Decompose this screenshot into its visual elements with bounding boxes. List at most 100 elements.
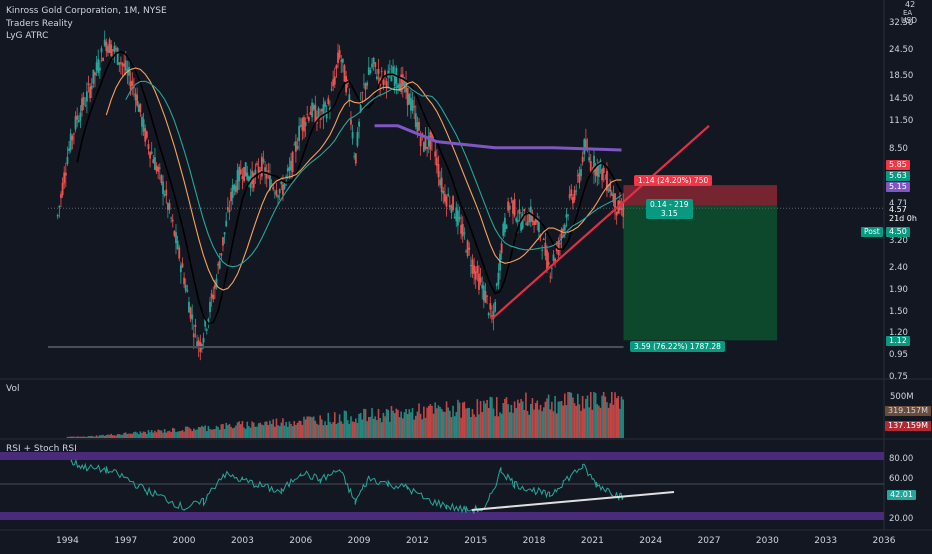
- candle-body: [593, 155, 595, 173]
- volume-bar: [105, 434, 108, 438]
- rsi-tick-label: 20.00: [889, 514, 914, 524]
- price-badge: 4.50: [886, 227, 910, 237]
- currency-label[interactable]: USD: [901, 16, 918, 25]
- volume-bar: [158, 430, 161, 438]
- volume-bar: [426, 407, 428, 438]
- candle-body: [275, 190, 278, 196]
- indicator-traders-reality[interactable]: Traders Reality: [6, 18, 73, 29]
- candle-body: [84, 105, 87, 106]
- candle-body: [406, 88, 409, 106]
- volume-bar: [84, 436, 87, 438]
- candle-body: [570, 189, 573, 196]
- volume-bar: [421, 419, 424, 438]
- volume-bar: [356, 422, 359, 438]
- symbol-title[interactable]: Kinross Gold Corporation, 1M, NYSE: [6, 6, 167, 16]
- indicator-lyg-atrc[interactable]: LyG ATRC: [6, 31, 49, 41]
- stop-zone: [623, 205, 778, 341]
- candle-body: [68, 148, 70, 152]
- candle-body: [278, 189, 281, 194]
- volume-bar: [133, 432, 135, 438]
- volume-bar: [495, 397, 498, 438]
- volume-bar: [220, 424, 223, 438]
- volume-bar: [189, 428, 192, 438]
- stop-label[interactable]: 3.59 (76.22%) 1787.28: [630, 341, 725, 352]
- currency-top: 42: [905, 0, 916, 9]
- candle-body: [210, 293, 213, 298]
- candle-body: [304, 121, 307, 127]
- candle-body: [89, 86, 92, 99]
- currency-line1: ЕА: [903, 9, 913, 17]
- volume-bar: [534, 403, 537, 438]
- entry-label[interactable]: 0.14 - 219 3.15: [646, 199, 693, 219]
- volume-bar: [277, 425, 279, 438]
- candle-body: [299, 125, 302, 127]
- price-tick-label: 2.40: [889, 262, 908, 273]
- candle-body: [145, 131, 148, 138]
- volume-bar: [212, 429, 215, 438]
- candle-body: [322, 104, 325, 118]
- candle-body: [489, 303, 492, 310]
- candle-body: [388, 68, 391, 70]
- volume-bar: [325, 425, 328, 438]
- volume-bar: [453, 416, 456, 438]
- candle-body: [179, 265, 182, 273]
- candle-body: [596, 164, 599, 177]
- candle-body: [262, 158, 265, 162]
- volume-bar: [491, 397, 493, 438]
- volume-bar: [142, 431, 145, 438]
- volume-title[interactable]: Vol: [6, 384, 20, 394]
- volume-bar: [342, 423, 344, 438]
- candle-body: [142, 119, 145, 132]
- candle-body: [113, 45, 116, 52]
- volume-bar: [124, 432, 127, 438]
- candle-body: [207, 318, 210, 324]
- candle-body: [473, 265, 476, 274]
- volume-bar: [324, 421, 326, 438]
- candle-body: [303, 117, 305, 132]
- candle-body: [92, 69, 95, 84]
- volume-bar: [350, 416, 352, 438]
- countdown-badge: 21d 0h: [886, 214, 920, 224]
- volume-bar: [108, 434, 111, 438]
- candle-body: [194, 324, 197, 327]
- candle-body: [265, 172, 268, 179]
- volume-bar: [468, 407, 471, 438]
- volume-bar: [533, 409, 535, 438]
- candle-body: [141, 116, 143, 127]
- candle-body: [435, 157, 438, 166]
- volume-bar: [387, 409, 390, 438]
- candle-body: [233, 184, 236, 191]
- volume-bar: [241, 420, 244, 438]
- candle-body: [220, 253, 223, 256]
- volume-bar: [267, 425, 270, 438]
- volume-bar: [282, 418, 284, 438]
- candle-body: [363, 83, 365, 85]
- candle-body: [102, 57, 104, 61]
- candle-body: [252, 173, 255, 188]
- candle-body: [270, 183, 273, 185]
- volume-bar: [515, 408, 518, 438]
- volume-bar: [173, 428, 176, 438]
- candle-body: [85, 91, 88, 102]
- post-badge: Post: [861, 227, 883, 237]
- candle-body: [147, 144, 150, 150]
- candle-body: [384, 70, 386, 77]
- volume-bar: [107, 434, 109, 438]
- candle-body: [534, 219, 537, 225]
- time-tick-label: 2009: [347, 536, 371, 546]
- rsi-title[interactable]: RSI + Stoch RSI: [6, 444, 77, 454]
- volume-bar: [473, 414, 475, 438]
- price-tick-label: 24.50: [889, 44, 914, 55]
- price-tick-label: 0.95: [889, 349, 908, 360]
- target-label[interactable]: 1.14 (24.20%) 750: [634, 175, 713, 186]
- rsi-lower-band: [0, 512, 884, 520]
- volume-bar: [204, 425, 206, 438]
- volume-bar: [567, 392, 569, 438]
- candle-body: [572, 197, 574, 204]
- volume-bar: [408, 409, 411, 438]
- volume-bar: [308, 416, 310, 438]
- volume-bar: [371, 407, 373, 438]
- candle-body: [385, 80, 388, 89]
- candle-body: [128, 67, 130, 76]
